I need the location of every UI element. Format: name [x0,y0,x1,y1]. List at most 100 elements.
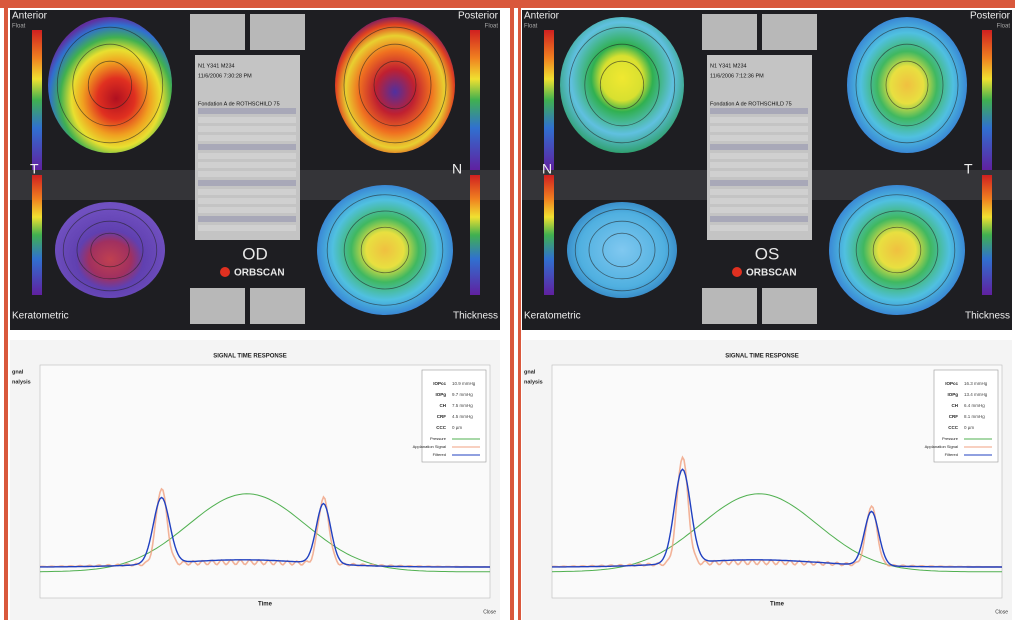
footer-box [190,288,245,324]
legend-key: CH [440,403,447,408]
map-label: Thickness [965,311,1010,322]
info-row [198,207,296,213]
brand: ORBSCAN [234,268,285,279]
scale-bar [544,30,554,170]
info-row [198,225,296,231]
info-row [710,171,808,177]
y-axis-label: nalysis [12,379,31,385]
scale-bar [470,175,480,295]
header-box [702,14,757,50]
footer-box [762,288,817,324]
topography-map [317,185,453,315]
x-axis-label: Time [770,602,785,608]
map-label: Anterior [524,11,560,22]
eye-label: OD [242,244,268,263]
figure: N1 Y341 M23411/6/2006 7:30:28 PMFondatio… [0,0,1015,620]
topography-map [55,202,165,298]
info-row [710,216,808,222]
topography-map [847,17,967,153]
topography-map [567,202,677,298]
close-button[interactable]: Close [483,609,496,615]
chart-title: SIGNAL TIME RESPONSE [725,354,799,360]
info-row [198,180,296,186]
legend-key: CRF [949,414,958,419]
trace-name: Filtered [433,452,446,457]
topography-map [829,185,965,315]
legend-value: 13.4 mmHg [964,392,988,397]
legend-value: 4.5 mmHg [452,414,473,419]
footer-box [250,288,305,324]
legend-key: CRF [437,414,446,419]
info-row [198,189,296,195]
info-row [198,144,296,150]
map-sublabel: Float [524,24,538,30]
header-box [190,14,245,50]
info-row [198,162,296,168]
x-axis-label: Time [258,602,273,608]
info-row [198,171,296,177]
map-sublabel: Float [485,24,499,30]
trace-name: Applanation Signal [413,444,446,449]
legend-value: 8.1 mmHg [964,414,985,419]
legend-key: CCC [436,425,446,430]
frame-top [0,0,1015,8]
side-label: N [542,161,552,177]
info-row [710,225,808,231]
legend-key: IOPcc [945,381,958,386]
map-label: Posterior [458,11,499,22]
info-row [198,108,296,114]
map-label: Anterior [12,11,48,22]
legend-key: CH [952,403,959,408]
side-label: T [30,161,39,177]
brand-logo [220,267,230,277]
y-axis-label: gnal [524,369,536,375]
info-row [710,153,808,159]
trace-name: Filtered [945,452,958,457]
info-row [710,162,808,168]
info-row [710,135,808,141]
frame-middle [518,0,521,620]
map-label: Keratometric [524,311,581,322]
legend-value: 16.3 mmHg [964,381,988,386]
frame-middle [510,0,514,620]
side-label: T [964,161,973,177]
scale-bar [470,30,480,170]
info-row [710,108,808,114]
header-box [762,14,817,50]
eye-label: OS [755,244,780,263]
footer-box [702,288,757,324]
chart-title: SIGNAL TIME RESPONSE [213,354,287,360]
legend-value: 10.9 mmHg [452,381,476,386]
legend-value: 6.4 mmHg [964,403,985,408]
info-row [710,207,808,213]
scale-bar [32,30,42,170]
trace-name: Pressure [942,436,959,441]
info-text: 11/6/2006 7:12:36 PM [710,73,764,79]
map-label: Posterior [970,11,1011,22]
side-label: N [452,161,462,177]
topography-map [48,17,172,153]
info-text: N1 Y341 M234 [710,63,747,69]
header-box [250,14,305,50]
info-row [198,117,296,123]
scale-bar [982,175,992,295]
map-label: Thickness [453,311,498,322]
info-row [710,144,808,150]
legend-key: IOPg [435,392,446,397]
trace-name: Applanation Signal [925,444,958,449]
info-row [710,126,808,132]
map-label: Keratometric [12,311,69,322]
info-row [198,135,296,141]
info-row [198,153,296,159]
legend-value: 0 µm [452,425,462,430]
scale-bar [544,175,554,295]
legend-value: 9.7 mmHg [452,392,473,397]
frame-left [4,0,8,620]
y-axis-label: gnal [12,369,24,375]
topography-map [560,17,684,153]
close-button[interactable]: Close [995,609,1008,615]
legend-key: IOPcc [433,381,446,386]
info-row [710,189,808,195]
y-axis-label: nalysis [524,379,543,385]
info-row [710,117,808,123]
